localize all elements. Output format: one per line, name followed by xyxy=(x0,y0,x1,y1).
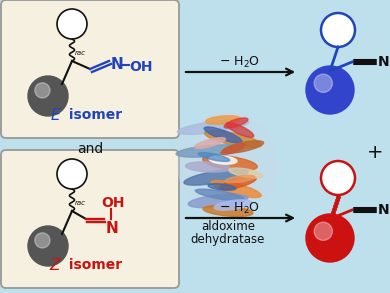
FancyBboxPatch shape xyxy=(1,0,179,138)
Ellipse shape xyxy=(211,180,261,197)
Ellipse shape xyxy=(184,169,248,185)
Text: dehydratase: dehydratase xyxy=(191,233,265,246)
Text: +: + xyxy=(367,142,383,161)
Ellipse shape xyxy=(206,116,241,124)
Text: OH: OH xyxy=(129,60,152,74)
Ellipse shape xyxy=(222,141,264,153)
Circle shape xyxy=(314,74,332,92)
FancyBboxPatch shape xyxy=(1,150,179,288)
Ellipse shape xyxy=(199,153,230,161)
Ellipse shape xyxy=(214,200,252,210)
Text: isomer: isomer xyxy=(64,108,122,122)
Text: $-\ \mathrm{H_2O}$: $-\ \mathrm{H_2O}$ xyxy=(220,54,261,69)
Ellipse shape xyxy=(220,176,256,190)
Ellipse shape xyxy=(226,123,254,137)
Ellipse shape xyxy=(225,176,255,183)
Ellipse shape xyxy=(188,194,248,208)
Text: OH: OH xyxy=(101,196,124,210)
Ellipse shape xyxy=(208,184,236,190)
Text: aldoxime: aldoxime xyxy=(201,221,255,234)
Ellipse shape xyxy=(176,145,244,157)
Ellipse shape xyxy=(205,131,261,147)
Text: N: N xyxy=(378,203,390,217)
Ellipse shape xyxy=(229,168,263,178)
Circle shape xyxy=(306,214,354,262)
Circle shape xyxy=(314,222,332,240)
Text: and: and xyxy=(77,142,103,156)
Ellipse shape xyxy=(209,156,237,164)
Ellipse shape xyxy=(177,120,249,134)
Text: rac: rac xyxy=(75,50,86,56)
Ellipse shape xyxy=(186,162,230,172)
Circle shape xyxy=(57,159,87,189)
Ellipse shape xyxy=(195,189,245,201)
Circle shape xyxy=(28,76,68,116)
Circle shape xyxy=(57,9,87,39)
Ellipse shape xyxy=(221,144,245,154)
Text: $\it{E}$: $\it{E}$ xyxy=(50,107,62,123)
Text: N: N xyxy=(111,57,124,72)
Ellipse shape xyxy=(204,127,242,143)
Circle shape xyxy=(35,83,50,98)
Text: N: N xyxy=(378,55,390,69)
Circle shape xyxy=(321,13,355,47)
Text: rac: rac xyxy=(75,200,86,206)
Circle shape xyxy=(35,233,50,248)
Text: $\it{Z}$: $\it{Z}$ xyxy=(49,257,62,273)
Ellipse shape xyxy=(203,206,253,217)
Ellipse shape xyxy=(224,118,248,128)
Circle shape xyxy=(28,226,68,266)
Circle shape xyxy=(321,161,355,195)
Text: $-\ \mathrm{H_2O}$: $-\ \mathrm{H_2O}$ xyxy=(220,200,261,216)
Circle shape xyxy=(306,66,354,114)
Text: isomer: isomer xyxy=(64,258,122,272)
Ellipse shape xyxy=(195,138,225,148)
Ellipse shape xyxy=(203,156,257,171)
Ellipse shape xyxy=(178,113,278,217)
Text: N: N xyxy=(106,221,119,236)
